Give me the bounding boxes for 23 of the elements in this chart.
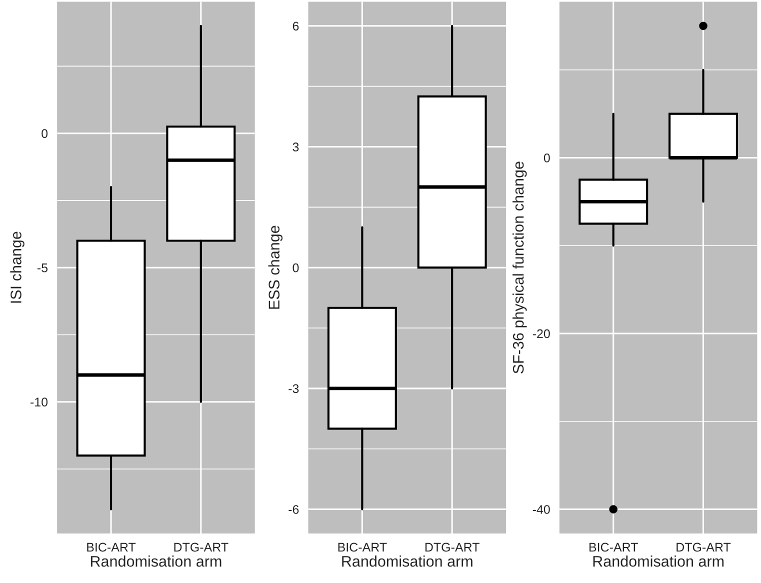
x-tick-label: BIC-ART xyxy=(589,542,638,552)
x-tick-label: DTG-ART xyxy=(425,542,480,552)
y-tick-label: 0 xyxy=(544,154,550,162)
x-axis-title: Randomisation arm xyxy=(90,556,222,567)
x-tick-label: BIC-ART xyxy=(87,542,136,552)
y-tick-label: -6 xyxy=(288,505,299,514)
y-tick-label: 3 xyxy=(292,142,299,152)
y-tick-label: -5 xyxy=(37,264,48,272)
y-tick-label: 6 xyxy=(292,22,299,31)
y-axis-title: ISI change xyxy=(10,232,24,303)
y-tick-label: -20 xyxy=(532,329,550,338)
y-axis-title: SF-36 physical function change xyxy=(512,162,527,374)
y-tick-label: 0 xyxy=(42,129,48,138)
y-tick-label: -3 xyxy=(288,384,299,394)
x-tick-label: DTG-ART xyxy=(174,542,228,552)
x-axis-title: Randomisation arm xyxy=(593,556,724,567)
x-tick-label: DTG-ART xyxy=(676,542,731,552)
y-tick-label: 0 xyxy=(292,263,299,272)
x-tick-label: BIC-ART xyxy=(338,542,387,552)
x-axis-title: Randomisation arm xyxy=(342,556,472,567)
y-tick-label: -10 xyxy=(30,398,48,407)
y-axis-title: ESS change xyxy=(268,226,283,309)
y-tick-label: -40 xyxy=(532,505,550,514)
